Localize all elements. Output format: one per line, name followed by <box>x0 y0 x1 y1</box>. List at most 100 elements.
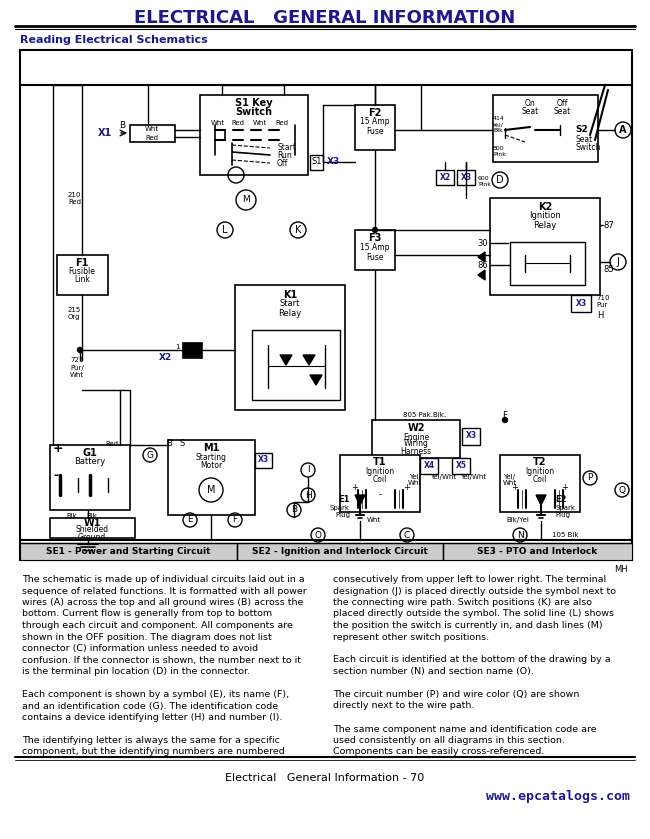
Text: X3: X3 <box>465 431 476 440</box>
Text: 1: 1 <box>176 344 180 350</box>
Text: Wht: Wht <box>503 480 517 486</box>
Text: through each circuit and component. All components are: through each circuit and component. All … <box>22 621 293 630</box>
Text: X4: X4 <box>423 461 435 471</box>
Text: represent other switch positions.: represent other switch positions. <box>333 633 489 642</box>
Text: Yel/Wht: Yel/Wht <box>460 474 486 480</box>
Text: and an identification code (G). The identification code: and an identification code (G). The iden… <box>22 701 278 711</box>
Bar <box>490 198 600 295</box>
Text: Motor: Motor <box>200 461 222 470</box>
Bar <box>340 455 420 512</box>
Bar <box>571 295 591 312</box>
Text: F2: F2 <box>369 108 382 118</box>
Text: Wht: Wht <box>408 480 422 486</box>
Polygon shape <box>478 270 485 280</box>
Text: MH: MH <box>614 565 628 574</box>
Text: Pur/: Pur/ <box>70 365 84 371</box>
Text: S2: S2 <box>575 126 588 134</box>
Text: Ignition: Ignition <box>365 466 395 476</box>
Bar <box>20 543 237 560</box>
Text: Harness: Harness <box>400 446 432 456</box>
Text: is the terminal pin location (D) in the connector.: is the terminal pin location (D) in the … <box>22 667 250 676</box>
Text: 210: 210 <box>68 192 81 198</box>
Bar <box>183 343 202 358</box>
Text: X2: X2 <box>159 352 172 362</box>
Text: Each circuit is identified at the bottom of the drawing by a: Each circuit is identified at the bottom… <box>333 655 610 664</box>
Bar <box>168 440 255 515</box>
Text: 86: 86 <box>477 260 488 269</box>
Bar <box>355 230 395 270</box>
Bar <box>130 125 175 142</box>
Polygon shape <box>478 252 485 262</box>
Text: consecutively from upper left to lower right. The terminal: consecutively from upper left to lower r… <box>333 575 606 584</box>
Text: Switch: Switch <box>575 143 601 152</box>
Text: Reading Electrical Schematics: Reading Electrical Schematics <box>20 35 208 45</box>
Bar <box>372 420 460 458</box>
Text: F: F <box>502 410 508 420</box>
Text: bottom. Current flow is generally from top to bottom: bottom. Current flow is generally from t… <box>22 609 272 618</box>
Text: Relay: Relay <box>534 221 556 230</box>
Text: 800: 800 <box>493 145 504 150</box>
Text: Spark: Spark <box>330 505 350 511</box>
Text: +: + <box>352 482 358 492</box>
Text: 600: 600 <box>478 175 489 180</box>
Bar <box>310 155 323 170</box>
Text: Seat: Seat <box>553 107 571 116</box>
Text: Shielded: Shielded <box>75 525 109 534</box>
Text: Ground: Ground <box>78 533 106 541</box>
Text: section number (N) and section name (O).: section number (N) and section name (O). <box>333 667 534 676</box>
Text: Switch: Switch <box>235 107 272 117</box>
Text: I: I <box>307 466 309 475</box>
Text: T2: T2 <box>533 457 547 467</box>
Text: 805 Pak.Blk.: 805 Pak.Blk. <box>404 412 447 418</box>
Text: X2: X2 <box>439 173 450 181</box>
Text: D: D <box>496 175 504 185</box>
Polygon shape <box>303 355 315 365</box>
Text: Off: Off <box>556 98 567 107</box>
Text: Yel/: Yel/ <box>409 474 421 480</box>
Text: 15 Amp: 15 Amp <box>360 243 390 253</box>
Text: sequence of related functions. It is formatted with all power: sequence of related functions. It is for… <box>22 586 307 596</box>
Text: designation (J) is placed directly outside the symbol next to: designation (J) is placed directly outsi… <box>333 586 616 596</box>
Text: Run: Run <box>277 152 292 160</box>
Text: The identifying letter is always the same for a specific: The identifying letter is always the sam… <box>22 736 280 745</box>
Text: Blk: Blk <box>66 513 77 519</box>
Text: O: O <box>315 530 322 539</box>
Text: K: K <box>295 225 301 235</box>
Text: directly next to the wire path.: directly next to the wire path. <box>333 701 474 711</box>
Text: Plug: Plug <box>555 512 570 518</box>
Text: Relay: Relay <box>278 309 302 317</box>
Polygon shape <box>355 495 365 505</box>
Text: Red: Red <box>105 441 118 447</box>
Text: component, but the identifying numbers are numbered: component, but the identifying numbers a… <box>22 748 285 757</box>
Text: E1: E1 <box>339 496 350 504</box>
Text: Wiring: Wiring <box>404 440 428 449</box>
Text: Red: Red <box>68 199 81 205</box>
Text: Wht: Wht <box>211 120 225 126</box>
Text: placed directly outside the symbol. The solid line (L) shows: placed directly outside the symbol. The … <box>333 609 614 618</box>
Text: M: M <box>242 195 250 205</box>
Text: www.epcatalogs.com: www.epcatalogs.com <box>486 790 630 803</box>
Text: Yel/: Yel/ <box>503 474 515 480</box>
Text: F: F <box>233 515 237 524</box>
Text: Coil: Coil <box>373 475 387 483</box>
Bar <box>57 255 108 295</box>
Text: C: C <box>404 530 410 539</box>
Text: +: + <box>404 482 410 492</box>
Bar <box>50 445 130 510</box>
Text: Link: Link <box>74 275 90 284</box>
Text: W1: W1 <box>83 518 101 528</box>
Text: 30: 30 <box>477 238 488 248</box>
Text: 215: 215 <box>68 307 81 313</box>
Text: F3: F3 <box>369 233 382 243</box>
Bar <box>252 330 340 400</box>
Text: G: G <box>146 451 153 460</box>
Text: Wht: Wht <box>145 126 159 132</box>
Text: +: + <box>562 482 569 492</box>
Bar <box>20 50 632 560</box>
Text: M: M <box>207 485 215 495</box>
Text: Red: Red <box>146 135 159 141</box>
Text: Off: Off <box>277 159 289 169</box>
Text: Electrical   General Information - 70: Electrical General Information - 70 <box>226 773 424 783</box>
Text: Battery: Battery <box>74 457 105 466</box>
Bar <box>255 453 272 468</box>
